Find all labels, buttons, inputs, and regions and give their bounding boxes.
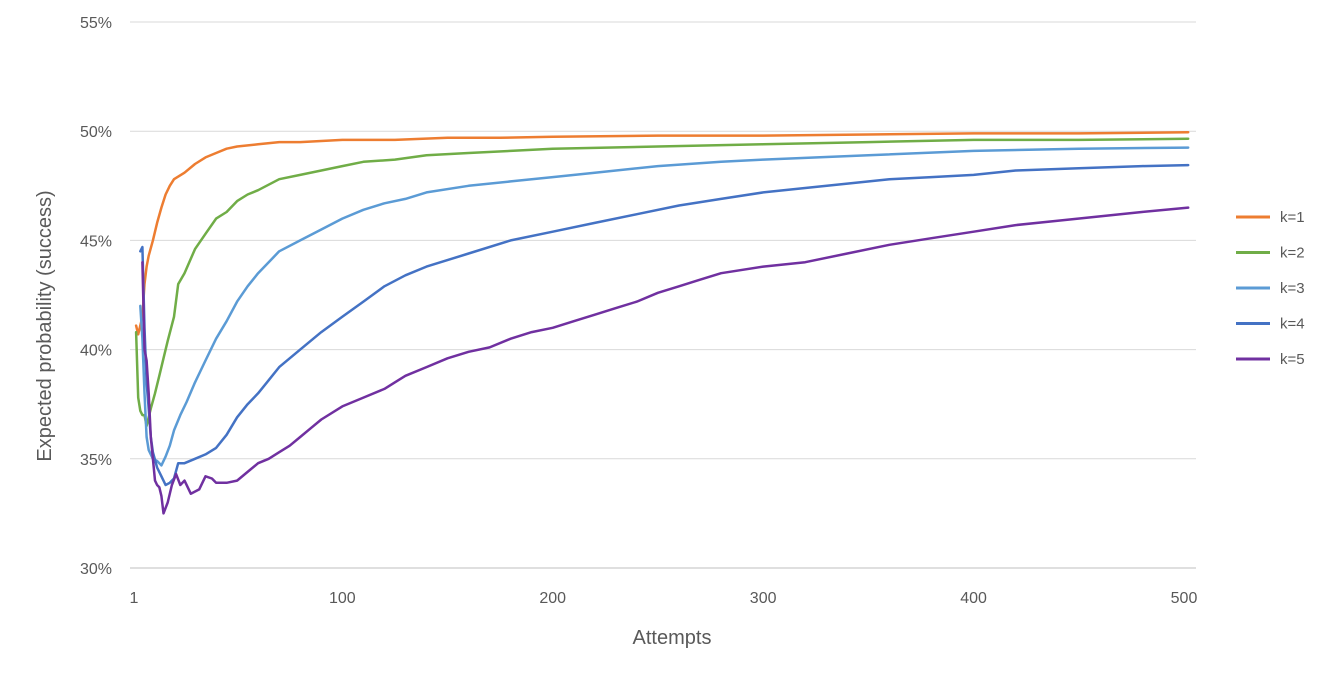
axes: 30% 35% 40% 45% 50% 55% 1 100 200 300 400 500: [80, 15, 1197, 607]
x-tick-label: 300: [750, 590, 777, 607]
series-line-k1: [134, 131, 1190, 336]
y-tick-label: 30%: [80, 561, 112, 578]
series-line-k4: [139, 163, 1190, 487]
series-line-k5: [141, 206, 1190, 515]
x-axis-title: Attempts: [633, 627, 712, 649]
legend-item: k=4: [1236, 316, 1305, 333]
gridlines: [130, 21, 1196, 460]
legend: k=1 k=2 k=3 k=4 k=5: [1236, 209, 1305, 368]
x-tick-label: 100: [329, 590, 356, 607]
x-tick-label: 200: [539, 590, 566, 607]
legend-item: k=3: [1236, 280, 1305, 297]
legend-item: k=2: [1236, 245, 1305, 262]
y-tick-label: 55%: [80, 15, 112, 32]
series-line-k3: [139, 146, 1190, 467]
x-tick-label: 500: [1171, 590, 1198, 607]
legend-label: k=1: [1280, 209, 1305, 226]
legend-item: k=1: [1236, 209, 1305, 226]
y-tick-label: 35%: [80, 452, 112, 469]
y-axis-title: Expected probability (success): [34, 190, 56, 461]
x-tick-label: 1: [130, 590, 139, 607]
legend-label: k=3: [1280, 280, 1305, 297]
y-tick-label: 40%: [80, 343, 112, 360]
legend-label: k=5: [1280, 351, 1305, 368]
y-tick-label: 50%: [80, 124, 112, 141]
series-line-k2: [134, 137, 1190, 428]
y-tick-label: 45%: [80, 233, 112, 250]
x-tick-label: 400: [960, 590, 987, 607]
legend-label: k=2: [1280, 245, 1305, 262]
legend-label: k=4: [1280, 316, 1305, 333]
legend-item: k=5: [1236, 351, 1305, 368]
series-lines: [134, 131, 1190, 515]
